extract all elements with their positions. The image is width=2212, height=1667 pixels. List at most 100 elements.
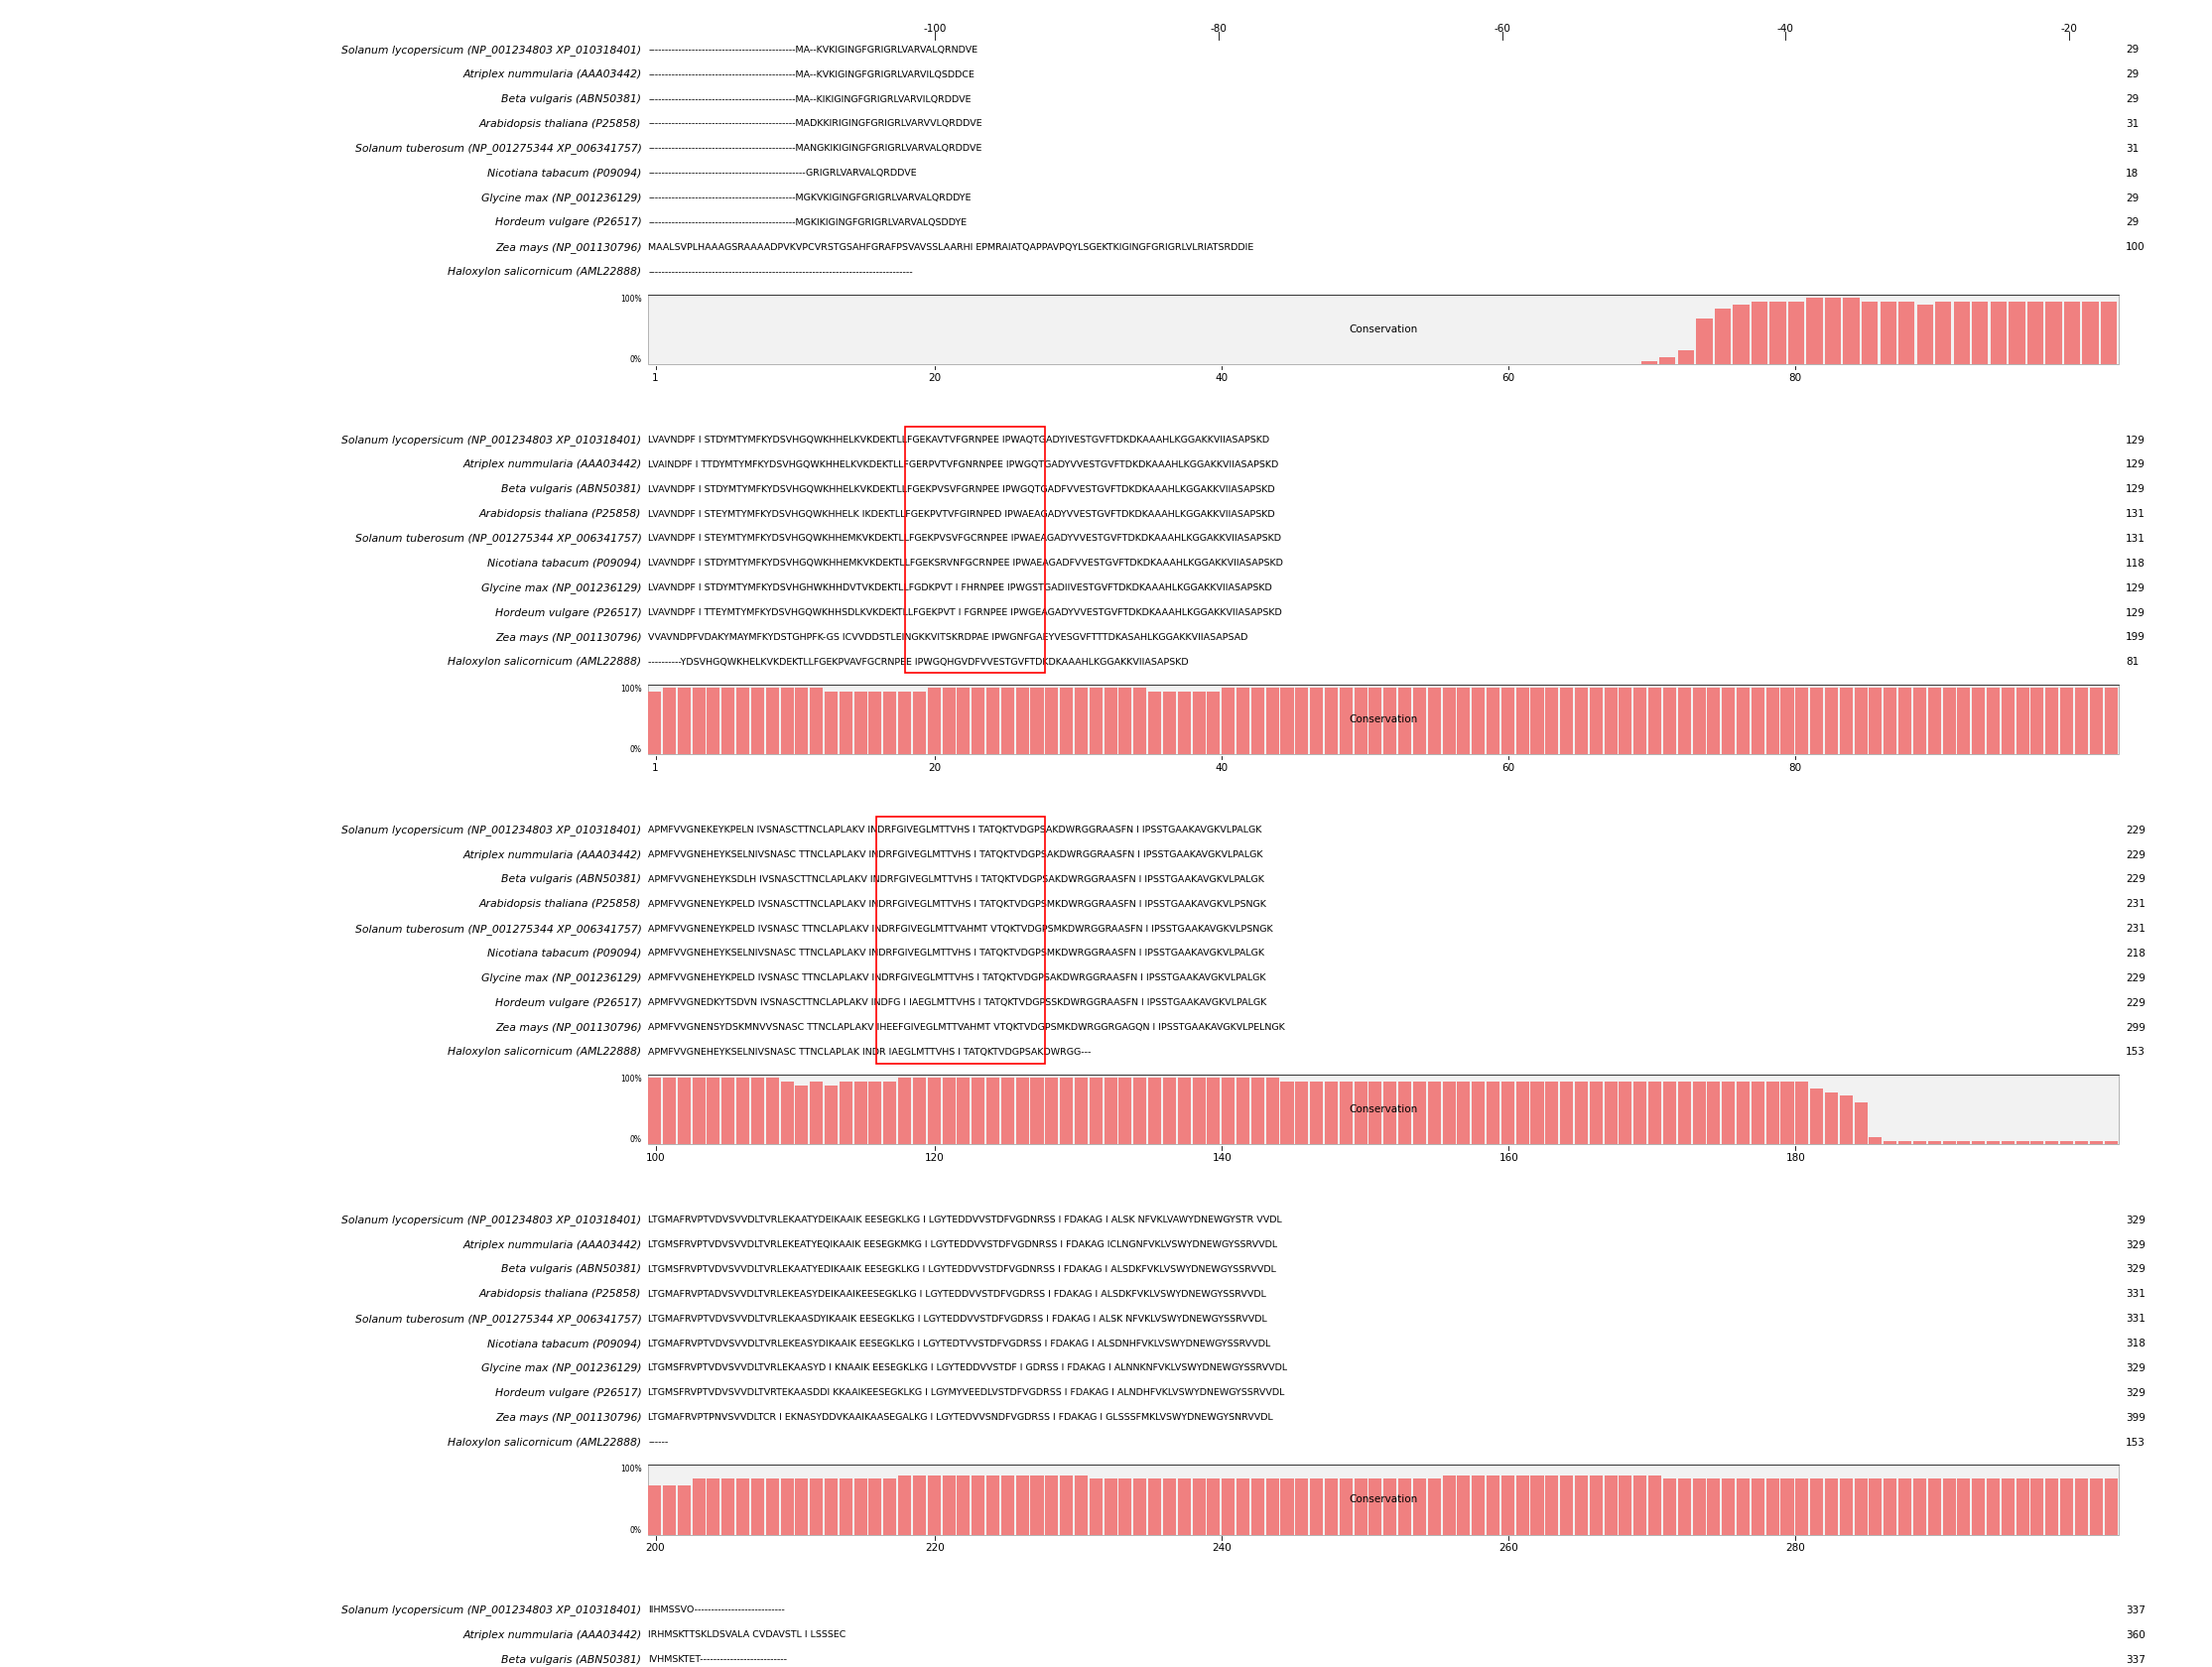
Bar	[1148, 1479, 1161, 1535]
Text: Nicotiana tabacum (P09094): Nicotiana tabacum (P09094)	[487, 1339, 641, 1349]
Text: Zea mays (NP_001130796): Zea mays (NP_001130796)	[495, 242, 641, 253]
Bar	[1265, 1479, 1279, 1535]
Bar	[1369, 688, 1382, 755]
Text: 399: 399	[2126, 1412, 2146, 1422]
Bar	[1164, 1479, 1177, 1535]
Bar	[1471, 1082, 1484, 1145]
Bar	[876, 817, 1046, 1064]
Bar	[1385, 1082, 1396, 1145]
Text: ----------YDSVHGQWKHELKVKDEKTLLFGEKPVAVFGCRNPEE IPWGQHGVDFVVESTGVFTDKDKAAAHLKGGA: ----------YDSVHGQWKHELKVKDEKTLLFGEKPVAVF…	[648, 658, 1188, 667]
Bar	[1752, 1479, 1765, 1535]
Text: --------------------------------------------MA--KIKIGINGFGRIGRLVARVILQRDDVE: ----------------------------------------…	[648, 95, 971, 103]
Text: LTGMSFRVPTVDVSVVDLTVRLEKAASYD I KNAAIK EESEGKLKG I LGYTEDDVVSTDF I GDRSS I FDAKA: LTGMSFRVPTVDVSVVDLTVRLEKAASYD I KNAAIK E…	[648, 1364, 1287, 1372]
Bar	[1885, 688, 1896, 755]
Bar	[1619, 688, 1632, 755]
Bar	[677, 1079, 690, 1145]
Bar	[1898, 302, 1916, 365]
Text: Solanum tuberosum (NP_001275344 XP_006341757): Solanum tuberosum (NP_001275344 XP_00634…	[354, 1314, 641, 1324]
Bar	[664, 1079, 677, 1145]
Text: LVAVNDPF I STEYMTYMFKYDSVHGQWKHHEMKVKDEKTLLFGEKPVSVFGCRNPEE IPWAEAGADYVVESTGVFTD: LVAVNDPF I STEYMTYMFKYDSVHGQWKHHEMKVKDEK…	[648, 535, 1281, 543]
Text: Zea mays (NP_001130796): Zea mays (NP_001130796)	[495, 1412, 641, 1424]
Bar	[1973, 688, 1984, 755]
Text: 180: 180	[1785, 1154, 1805, 1164]
Bar	[1015, 1079, 1029, 1145]
Text: 229: 229	[2126, 850, 2146, 860]
Bar	[1635, 688, 1646, 755]
Bar	[2059, 688, 2073, 755]
Bar	[971, 1475, 984, 1535]
Bar	[1546, 688, 1559, 755]
Bar	[1781, 1082, 1794, 1145]
Bar	[1752, 688, 1765, 755]
Bar	[869, 692, 883, 755]
Bar	[2015, 1140, 2028, 1145]
Text: 29: 29	[2126, 95, 2139, 105]
Bar	[1060, 1475, 1073, 1535]
Bar	[1641, 360, 1657, 365]
Bar	[942, 1475, 956, 1535]
Bar	[1119, 1479, 1133, 1535]
Text: IVHMSKTET--------------------------: IVHMSKTET--------------------------	[648, 1655, 787, 1664]
Bar	[1736, 1082, 1750, 1145]
Bar	[838, 1479, 852, 1535]
Text: 40: 40	[1214, 763, 1228, 773]
Bar	[2104, 1140, 2117, 1145]
Bar	[1575, 688, 1588, 755]
Bar	[2090, 688, 2104, 755]
Bar	[1809, 1479, 1823, 1535]
Bar	[1942, 688, 1955, 755]
Bar	[1880, 302, 1896, 365]
Text: LVAVNDPF I STDYMTYMFKYDSVHGQWKHHELKVKDEKTLLFGEKAVTVFGRNPEE IPWAQTGADYIVESTGVFTDK: LVAVNDPF I STDYMTYMFKYDSVHGQWKHHELKVKDEK…	[648, 435, 1270, 445]
Bar	[1918, 305, 1933, 365]
Text: LTGMAFRVPTPNVSVVDLTCR I EKNASYDDVKAAIKAASEGALKG I LGYTEDVVSNDFVGDRSS I FDAKAG I : LTGMAFRVPTPNVSVVDLTCR I EKNASYDDVKAAIKAA…	[648, 1414, 1274, 1422]
Text: 218: 218	[2126, 949, 2146, 959]
Bar	[1385, 1479, 1396, 1535]
Bar	[1325, 1479, 1338, 1535]
Bar	[1677, 1082, 1690, 1145]
Text: 31: 31	[2126, 118, 2139, 128]
Text: 20: 20	[929, 763, 942, 773]
Text: 129: 129	[2126, 435, 2146, 445]
Text: 329: 329	[2126, 1265, 2146, 1275]
Bar	[752, 1079, 763, 1145]
Bar	[1854, 688, 1867, 755]
Bar	[2002, 1140, 2015, 1145]
Text: LVAINDPF I TTDYMTYMFKYDSVHGQWKHHELKVKDEKTLLFGERPVTVFGNRNPEE IPWGQTGADYVVESTGVFTD: LVAINDPF I TTDYMTYMFKYDSVHGQWKHHELKVKDEK…	[648, 460, 1279, 468]
Bar	[1648, 1082, 1661, 1145]
Bar	[1133, 1079, 1146, 1145]
Text: APMFVVGNEKEYKPELN IVSNASCTTNCLAPLAKV INDRFGIVEGLMTTVHS I TATQKTVDGPSAKDWRGGRAASF: APMFVVGNEKEYKPELN IVSNASCTTNCLAPLAKV IND…	[648, 825, 1261, 835]
Bar	[1590, 688, 1601, 755]
Bar	[869, 1082, 883, 1145]
Bar	[1807, 298, 1823, 365]
Bar	[1898, 1479, 1911, 1535]
Text: 280: 280	[1785, 1544, 1805, 1554]
Bar	[1770, 302, 1785, 365]
Bar	[1515, 1082, 1528, 1145]
Text: 337: 337	[2126, 1655, 2146, 1665]
Bar	[1604, 1082, 1617, 1145]
Bar	[958, 688, 971, 755]
Bar	[1692, 1479, 1705, 1535]
Bar	[1575, 1082, 1588, 1145]
Text: 318: 318	[2126, 1339, 2146, 1349]
Bar	[721, 688, 734, 755]
Bar	[1986, 1140, 2000, 1145]
Bar	[1133, 688, 1146, 755]
Bar	[1192, 1079, 1206, 1145]
Bar	[1796, 1082, 1809, 1145]
Bar	[1531, 1475, 1544, 1535]
Text: Solanum tuberosum (NP_001275344 XP_006341757): Solanum tuberosum (NP_001275344 XP_00634…	[354, 533, 641, 543]
Bar	[927, 1079, 940, 1145]
Bar	[1398, 688, 1411, 755]
Bar	[1677, 1479, 1690, 1535]
Bar	[2104, 1479, 2117, 1535]
Bar	[1590, 1082, 1601, 1145]
Bar	[971, 688, 984, 755]
Bar	[1265, 688, 1279, 755]
Bar	[1119, 688, 1133, 755]
Bar	[1953, 302, 1971, 365]
Text: 0%: 0%	[630, 1135, 641, 1145]
Text: Conservation: Conservation	[1349, 1105, 1418, 1115]
Bar	[1843, 298, 1860, 365]
Text: --------------------------------------------MA--KVKIGINGFGRIGRLVARVALQRNDVE: ----------------------------------------…	[648, 45, 978, 55]
